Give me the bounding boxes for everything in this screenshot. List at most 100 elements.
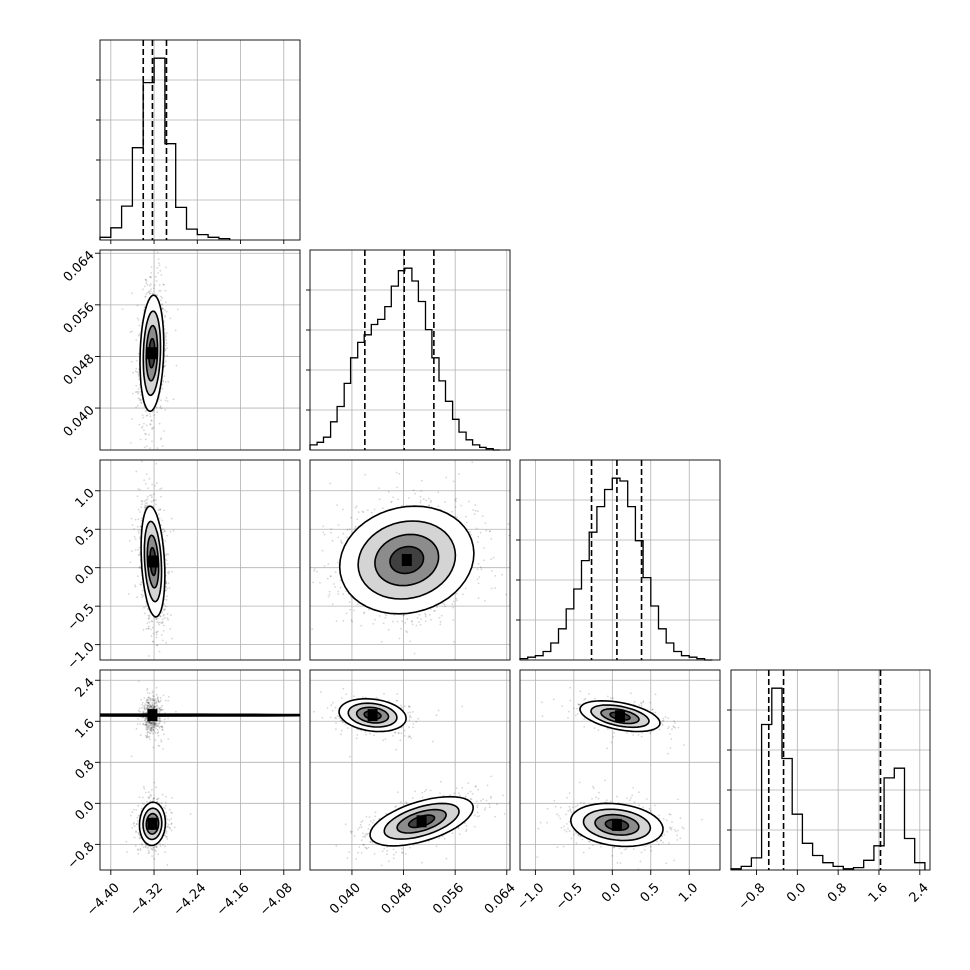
scatter-point: [154, 702, 157, 705]
scatter-point: [157, 630, 159, 633]
scatter-point: [165, 830, 168, 833]
scatter-point: [168, 819, 171, 822]
scatter-point: [479, 566, 482, 569]
scatter-point: [339, 579, 342, 582]
scatter-point: [139, 511, 142, 513]
scatter-point: [411, 620, 414, 622]
scatter-point: [165, 310, 168, 313]
scatter-point: [152, 499, 155, 502]
scatter-point: [167, 582, 170, 585]
scatter-point: [312, 581, 314, 584]
scatter-point: [428, 613, 431, 616]
scatter-point: [149, 698, 152, 701]
scatter-point: [415, 624, 418, 627]
scatter-point: [151, 292, 154, 295]
scatter-point: [148, 796, 151, 799]
scatter-point: [163, 430, 166, 432]
scatter-point: [189, 813, 192, 815]
scatter-point: [411, 623, 414, 626]
scatter-point: [321, 549, 324, 552]
scatter-point: [419, 499, 422, 502]
density-peak: [401, 554, 412, 566]
scatter-point: [164, 289, 167, 292]
scatter-point: [154, 706, 157, 709]
scatter-point: [479, 531, 482, 534]
scatter-point: [152, 632, 155, 635]
scatter-point: [166, 613, 169, 615]
scatter-point: [164, 301, 167, 304]
scatter-point: [462, 593, 464, 596]
scatter-point: [164, 801, 167, 804]
scatter-point: [159, 406, 162, 409]
scatter-point: [165, 589, 167, 592]
scatter-point: [147, 462, 149, 464]
scatter-point: [166, 825, 169, 828]
scatter-point: [437, 505, 440, 508]
scatter-point: [158, 623, 161, 626]
scatter-point: [148, 706, 151, 709]
scatter-point: [138, 451, 140, 453]
scatter-point: [166, 534, 168, 537]
scatter-point: [159, 269, 162, 272]
scatter-point: [148, 433, 151, 436]
scatter-point: [147, 796, 150, 798]
panel-2-0: [99, 451, 301, 661]
scatter-point: [151, 725, 154, 728]
scatter-point: [151, 855, 154, 857]
scatter-point: [147, 627, 150, 630]
scatter-point: [142, 796, 144, 799]
scatter-point: [141, 701, 144, 704]
scatter-point: [150, 620, 153, 623]
scatter-point: [148, 276, 151, 278]
scatter-point: [469, 531, 472, 533]
scatter-point: [333, 583, 335, 585]
scatter-point: [474, 504, 477, 506]
scatter-point: [138, 537, 141, 540]
scatter-point: [152, 746, 155, 749]
scatter-point: [156, 294, 159, 297]
scatter-point: [127, 593, 130, 595]
scatter-point: [149, 721, 152, 724]
scatter-point: [372, 623, 375, 625]
scatter-point: [381, 507, 384, 510]
scatter-point: [148, 616, 151, 619]
scatter-point: [147, 849, 150, 852]
scatter-point: [152, 729, 155, 731]
scatter-point: [153, 706, 156, 708]
scatter-point: [154, 845, 157, 848]
scatter-point: [145, 280, 148, 282]
scatter-point: [158, 284, 161, 286]
scatter-point: [430, 618, 432, 621]
scatter-point: [477, 541, 479, 544]
scatter-point: [148, 705, 151, 707]
scatter-point: [151, 724, 154, 726]
scatter-point: [134, 370, 137, 373]
scatter-point: [146, 801, 148, 803]
scatter-point: [153, 703, 156, 705]
scatter-point: [150, 724, 153, 727]
scatter-point: [452, 600, 455, 603]
scatter-point: [146, 704, 149, 707]
scatter-point: [131, 811, 134, 814]
scatter-point: [140, 402, 143, 404]
scatter-point: [327, 595, 330, 598]
scatter-point: [442, 602, 444, 605]
scatter-point: [323, 565, 326, 567]
scatter-point: [138, 837, 141, 840]
scatter-point: [380, 640, 383, 643]
scatter-point: [138, 833, 140, 835]
scatter-point: [153, 707, 156, 710]
scatter-point: [162, 615, 165, 617]
scatter-point: [167, 571, 169, 574]
scatter-point: [156, 732, 159, 735]
scatter-point: [131, 292, 133, 295]
scatter-point: [140, 401, 143, 404]
scatter-point: [378, 487, 380, 489]
scatter-point: [137, 388, 140, 390]
panel-3-0: [99, 669, 301, 871]
scatter-point: [424, 612, 426, 615]
scatter-point: [150, 272, 153, 274]
scatter-point: [154, 739, 157, 742]
scatter-point: [166, 818, 169, 821]
scatter-point: [150, 705, 152, 708]
